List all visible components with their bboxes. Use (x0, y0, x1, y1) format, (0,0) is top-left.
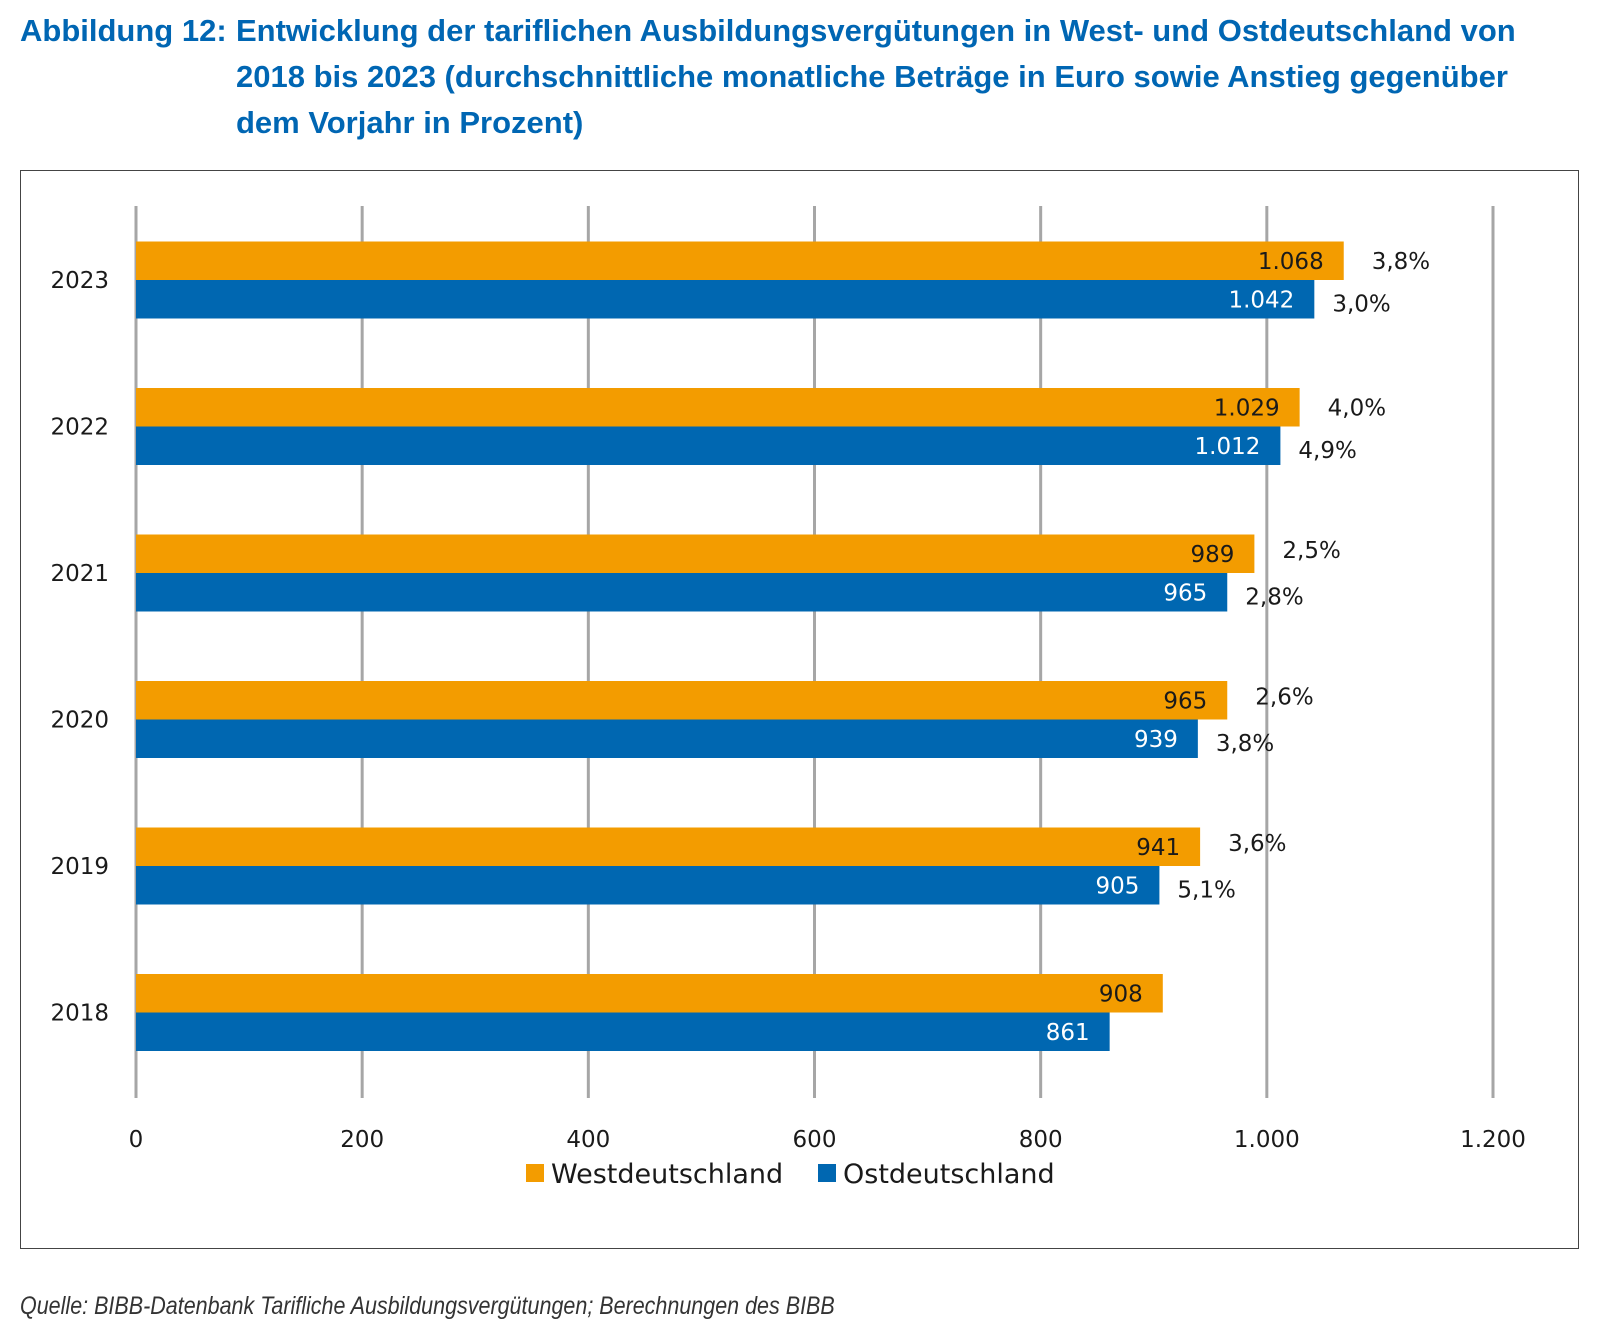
change-label: 3,8% (1216, 731, 1274, 757)
y-axis: 2023 2022 2021 2020 2019 2018 (50, 268, 109, 1027)
x-tick-label: 1.200 (1460, 1127, 1526, 1153)
legend: Westdeutschland Ostdeutschland (526, 1159, 1055, 1190)
bar-chart: 1.068 3,8% 1.042 3,0% 1.029 4,0% 1.012 4,9% 989 2… (50, 206, 1526, 1190)
value-label: 1.068 (1258, 249, 1324, 275)
bar-westdeutschland (136, 827, 1201, 866)
change-label: 4,9% (1298, 438, 1356, 464)
legend-swatch (818, 1164, 836, 1182)
x-axis: 0 200 400 600 800 1.000 1.200 (129, 1127, 1526, 1153)
gridlines (134, 206, 1495, 1098)
value-label: 1.029 (1214, 395, 1280, 421)
x-tick-label: 400 (566, 1127, 610, 1153)
bar-ostdeutschland (136, 573, 1228, 612)
change-label: 2,6% (1255, 684, 1313, 710)
bar-ostdeutschland (136, 719, 1198, 758)
change-label: 2,5% (1282, 538, 1340, 564)
value-label: 965 (1163, 580, 1207, 606)
change-label: 4,0% (1328, 395, 1386, 421)
bar-ostdeutschland (136, 426, 1281, 465)
x-tick-label: 1.000 (1234, 1127, 1300, 1153)
x-tick-label: 600 (793, 1127, 837, 1153)
value-label: 861 (1046, 1020, 1090, 1046)
value-label: 1.012 (1195, 434, 1261, 460)
value-label: 939 (1134, 727, 1178, 753)
bar-ostdeutschland (136, 1012, 1110, 1051)
y-category-label: 2021 (50, 561, 109, 587)
source-note: Quelle: BIBB-Datenbank Tarifliche Ausbil… (20, 1292, 835, 1320)
chart-frame: 1.068 3,8% 1.042 3,0% 1.029 4,0% 1.012 4,9% 989 2… (20, 170, 1579, 1249)
bar-westdeutschland (136, 974, 1163, 1013)
bars (136, 241, 1344, 1051)
change-label: 3,8% (1372, 249, 1430, 275)
value-label: 941 (1136, 835, 1180, 861)
bar-westdeutschland (136, 681, 1228, 720)
change-label: 3,0% (1332, 291, 1390, 317)
bar-westdeutschland (136, 388, 1300, 427)
change-label: 3,6% (1228, 831, 1286, 857)
bar-westdeutschland (136, 534, 1255, 573)
value-label: 908 (1099, 981, 1143, 1007)
legend-swatch (526, 1164, 544, 1182)
y-category-label: 2020 (50, 708, 109, 734)
change-label: 2,8% (1245, 584, 1303, 610)
change-label: 5,1% (1177, 877, 1235, 903)
y-category-label: 2022 (50, 415, 109, 441)
data-labels: 1.068 3,8% 1.042 3,0% 1.029 4,0% 1.012 4,9% 989 2… (1046, 249, 1430, 1046)
value-label: 989 (1190, 542, 1234, 568)
legend-label: Ostdeutschland (843, 1159, 1055, 1190)
x-tick-label: 0 (129, 1127, 144, 1153)
y-category-label: 2018 (50, 1001, 109, 1027)
value-label: 1.042 (1228, 287, 1294, 313)
bar-ostdeutschland (136, 280, 1315, 319)
y-category-label: 2023 (50, 268, 109, 294)
bar-westdeutschland (136, 241, 1344, 280)
legend-item-ostdeutschland: Ostdeutschland (818, 1159, 1055, 1190)
bar-ostdeutschland (136, 866, 1160, 905)
x-tick-label: 200 (340, 1127, 384, 1153)
value-label: 965 (1163, 688, 1207, 714)
figure-caption: Entwicklung der tariflichen Ausbildungsv… (236, 13, 1516, 140)
x-tick-label: 800 (1019, 1127, 1063, 1153)
legend-item-westdeutschland: Westdeutschland (526, 1159, 783, 1190)
legend-label: Westdeutschland (551, 1159, 783, 1190)
figure-number: Abbildung 12: (20, 13, 227, 48)
y-category-label: 2019 (50, 854, 109, 880)
value-label: 905 (1095, 873, 1139, 899)
